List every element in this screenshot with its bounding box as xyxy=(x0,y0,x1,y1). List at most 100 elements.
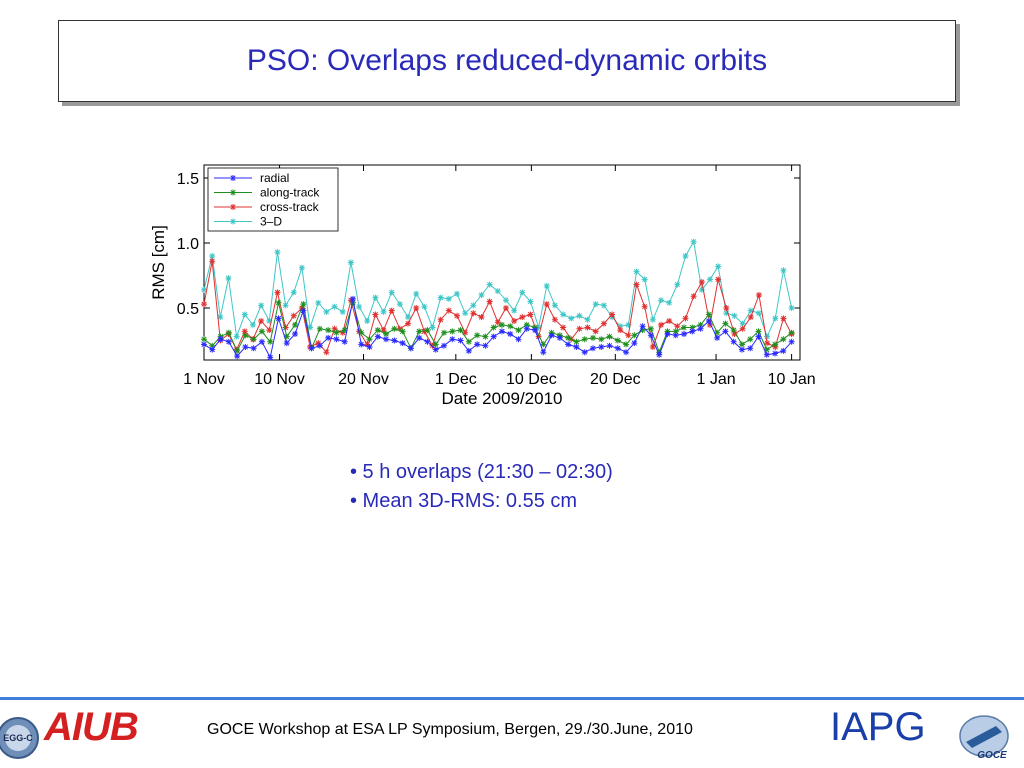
legend-marker xyxy=(230,175,236,181)
data-point xyxy=(674,281,681,288)
data-point xyxy=(391,337,398,344)
data-point xyxy=(730,338,737,345)
data-point xyxy=(581,349,588,356)
x-tick-label: 10 Jan xyxy=(768,371,816,388)
data-point xyxy=(292,321,299,328)
data-point xyxy=(383,331,390,337)
x-tick-label: 10 Dec xyxy=(506,371,557,388)
data-point xyxy=(225,338,232,345)
data-point xyxy=(413,305,420,311)
data-point xyxy=(527,298,534,305)
data-point xyxy=(600,320,607,327)
data-point xyxy=(358,341,365,348)
data-point xyxy=(565,341,572,348)
data-point xyxy=(274,289,281,296)
data-point xyxy=(315,299,322,306)
bullet-overlaps: • 5 h overlaps (21:30 – 02:30) xyxy=(350,461,613,483)
y-tick-label: 1.0 xyxy=(177,236,199,253)
data-point xyxy=(641,303,648,310)
data-point xyxy=(697,325,704,332)
data-point xyxy=(209,253,216,259)
data-point xyxy=(234,347,241,354)
data-point xyxy=(764,333,771,340)
data-point xyxy=(755,310,762,317)
data-point xyxy=(405,320,412,327)
data-point xyxy=(201,286,207,293)
data-point xyxy=(690,293,697,300)
data-point xyxy=(407,345,414,352)
data-point xyxy=(413,290,420,297)
data-point xyxy=(502,297,509,304)
data-point xyxy=(315,340,322,347)
data-point xyxy=(551,302,558,309)
data-point xyxy=(250,345,257,352)
data-point xyxy=(560,324,567,331)
data-point xyxy=(300,307,307,314)
data-point xyxy=(267,354,274,361)
data-point xyxy=(372,294,379,301)
bullet-mean-rms: • Mean 3D-RMS: 0.55 cm xyxy=(350,490,578,512)
data-point xyxy=(788,305,795,311)
aiub-logo: AIUB xyxy=(44,705,139,749)
data-point xyxy=(388,289,395,296)
data-point xyxy=(331,303,338,310)
data-point xyxy=(225,275,232,282)
footer-text: GOCE Workshop at ESA LP Symposium, Berge… xyxy=(207,721,693,738)
data-point xyxy=(380,308,387,315)
legend-entry: 3–D xyxy=(260,215,282,229)
data-point xyxy=(600,302,607,309)
data-point xyxy=(723,310,730,317)
data-point xyxy=(788,338,795,345)
legend-marker xyxy=(230,189,236,196)
data-point xyxy=(470,310,477,317)
data-point xyxy=(416,334,423,341)
y-axis-label: RMS [cm] xyxy=(149,225,168,300)
data-point xyxy=(421,303,428,310)
data-point xyxy=(780,267,787,274)
data-point xyxy=(275,315,282,322)
data-point xyxy=(258,302,265,309)
data-point xyxy=(356,303,363,310)
data-point xyxy=(308,345,315,352)
data-point xyxy=(416,328,423,335)
data-point xyxy=(625,321,632,328)
data-point xyxy=(429,324,436,331)
data-point xyxy=(772,341,779,348)
data-point xyxy=(339,329,346,336)
data-point xyxy=(274,249,281,256)
data-point xyxy=(498,321,505,328)
data-point xyxy=(201,301,207,308)
data-point xyxy=(502,305,509,311)
data-point xyxy=(465,338,472,345)
data-point xyxy=(641,276,648,283)
data-point xyxy=(551,316,558,323)
data-point xyxy=(405,314,412,321)
data-point xyxy=(540,349,547,356)
data-point xyxy=(364,318,371,324)
data-point xyxy=(589,334,596,341)
goce-logo-text: GOCE xyxy=(977,750,1007,761)
data-point xyxy=(681,331,688,337)
data-point xyxy=(482,342,489,349)
data-point xyxy=(470,302,477,309)
data-point xyxy=(576,312,583,319)
data-point xyxy=(631,332,638,339)
data-point xyxy=(666,299,673,306)
data-point xyxy=(780,315,787,322)
data-point xyxy=(339,308,346,315)
data-point xyxy=(300,301,307,308)
data-point xyxy=(347,297,354,304)
data-point xyxy=(424,327,431,334)
data-point xyxy=(201,336,207,343)
data-point xyxy=(698,279,705,285)
data-point xyxy=(282,324,289,331)
data-point xyxy=(258,338,265,345)
data-point xyxy=(672,328,679,335)
data-point xyxy=(283,340,290,347)
data-point xyxy=(424,338,431,345)
footer-rule xyxy=(0,697,1024,700)
data-point xyxy=(705,318,712,324)
data-point xyxy=(457,337,464,344)
data-point xyxy=(573,344,580,350)
data-point xyxy=(374,327,381,334)
